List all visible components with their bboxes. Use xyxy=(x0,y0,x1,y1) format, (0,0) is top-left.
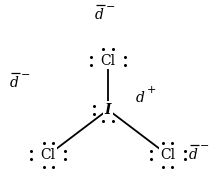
Text: −: − xyxy=(200,141,210,152)
Text: Cl: Cl xyxy=(160,148,175,162)
Text: +: + xyxy=(147,85,156,95)
Text: I: I xyxy=(105,103,111,117)
Text: Cl: Cl xyxy=(41,148,56,162)
Text: d: d xyxy=(136,91,145,105)
Text: d: d xyxy=(189,148,198,162)
Text: −: − xyxy=(106,2,116,12)
Text: Cl: Cl xyxy=(100,54,116,68)
Text: d: d xyxy=(10,76,19,90)
Text: −: − xyxy=(21,70,30,80)
Text: d: d xyxy=(95,9,104,23)
